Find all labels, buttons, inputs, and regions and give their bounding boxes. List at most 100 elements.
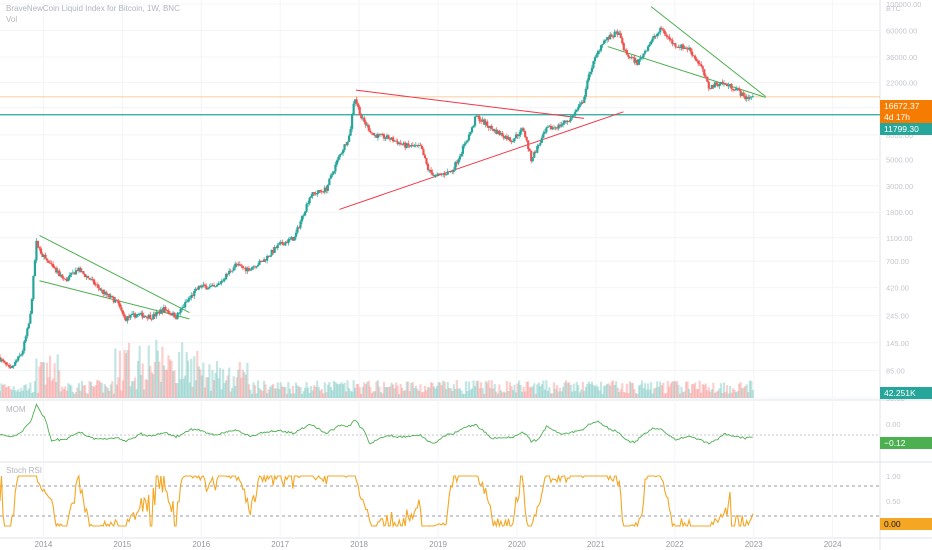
candle-body	[76, 270, 79, 271]
candle-body	[62, 277, 65, 279]
volume-bar	[1, 385, 5, 398]
candle-body	[146, 316, 149, 319]
volume-bar	[225, 380, 228, 398]
volume-bar	[294, 382, 298, 398]
candle-body	[215, 285, 219, 287]
price-tick-label: 1800.00	[886, 208, 913, 217]
candle-body	[489, 125, 492, 128]
volume-bar	[209, 390, 213, 398]
candle-body	[332, 171, 336, 174]
volume-bar	[589, 384, 592, 398]
candle-body	[214, 286, 217, 288]
volume-bar	[719, 383, 723, 398]
candle-body	[750, 96, 753, 98]
candle-body	[514, 134, 518, 139]
volume-bar	[581, 381, 584, 398]
volume-bar	[677, 384, 680, 398]
volume-bar	[29, 382, 32, 398]
volume-bar	[475, 381, 478, 398]
volume-bar	[678, 393, 682, 398]
candle-body	[15, 360, 18, 362]
candle-body	[355, 99, 358, 104]
volume-bar	[121, 380, 125, 398]
candle-body	[524, 131, 527, 137]
volume-bar	[202, 362, 205, 398]
candle-body	[481, 119, 484, 122]
candle-body	[77, 267, 81, 271]
volume-bar	[516, 383, 519, 398]
mom-line	[0, 403, 753, 445]
trendline	[39, 235, 190, 313]
candle-body	[388, 138, 392, 140]
candle-body	[414, 145, 417, 147]
volume-bar	[344, 391, 348, 398]
volume-bar	[543, 389, 546, 398]
volume-bar	[23, 385, 26, 398]
volume-bar	[284, 387, 287, 398]
volume-bar	[662, 382, 665, 398]
candle-body	[86, 276, 90, 279]
candle-body	[385, 135, 389, 139]
volume-bar	[115, 384, 118, 398]
volume-bar	[143, 389, 146, 398]
candle-body	[190, 295, 193, 298]
candle-body	[613, 31, 616, 38]
volume-bar	[307, 387, 310, 398]
volume-bar	[542, 380, 545, 398]
volume-bar	[218, 367, 222, 398]
volume-bar	[238, 362, 241, 398]
volume-bar	[65, 390, 68, 398]
candle-body	[173, 312, 176, 318]
candle-body	[343, 144, 346, 151]
volume-bar	[458, 388, 461, 398]
volume-bar	[452, 384, 455, 398]
candle-body	[630, 57, 633, 59]
volume-bar	[355, 384, 358, 398]
year-tick-label: 2018	[350, 540, 368, 549]
candle-body	[516, 134, 519, 137]
volume-bar	[633, 389, 636, 398]
volume-bar	[675, 381, 679, 398]
volume-bar	[150, 372, 153, 398]
volume-bar	[748, 380, 751, 398]
volume-bar	[379, 391, 383, 398]
volume-bar	[237, 369, 240, 398]
candle-body	[651, 38, 654, 42]
candle-body	[147, 314, 150, 319]
volume-bar	[388, 386, 392, 398]
volume-bar	[431, 382, 434, 398]
volume-bar	[126, 349, 129, 398]
volume-bar	[593, 386, 597, 398]
candle-body	[202, 284, 205, 286]
volume-bar	[247, 384, 251, 398]
candle-body	[366, 125, 369, 127]
candle-body	[440, 173, 443, 175]
volume-bar	[267, 389, 270, 398]
candle-body	[437, 173, 440, 175]
volume-bar	[701, 383, 704, 398]
candle-body	[395, 140, 398, 142]
volume-bar	[493, 384, 496, 398]
volume-bar	[612, 380, 615, 398]
volume-bar	[519, 385, 522, 398]
volume-bar	[217, 378, 220, 398]
volume-bar	[162, 365, 166, 398]
candle-body	[369, 130, 372, 133]
volume-bar	[191, 386, 194, 398]
candle-body	[381, 133, 384, 135]
candle-body	[631, 57, 635, 59]
time-axis: 2014 2015 2016 2017 2018 2019 2020 2021 2022 2023…	[35, 540, 843, 549]
candle-body	[442, 173, 445, 175]
volume-bar	[401, 387, 404, 398]
candle-body	[85, 276, 88, 277]
candle-body	[595, 54, 598, 58]
candle-body	[108, 294, 111, 298]
volume-bar	[554, 389, 557, 398]
candle-body	[402, 142, 405, 145]
candle-body	[188, 297, 191, 300]
candle-body	[102, 289, 105, 294]
volume-bar	[718, 388, 721, 398]
candle-body	[120, 307, 123, 311]
candle-body	[601, 43, 604, 46]
